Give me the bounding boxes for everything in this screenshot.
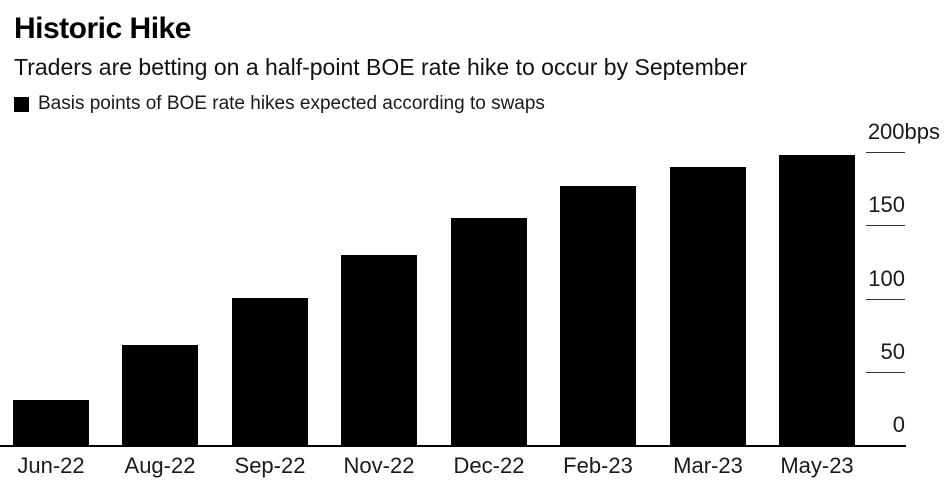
x-tick-label-mar-23: Mar-23	[673, 453, 743, 478]
x-tick-label-dec-22: Dec-22	[453, 453, 525, 478]
bar-jun-22	[13, 400, 89, 445]
y-tick-line-150	[866, 225, 905, 226]
legend-swatch-icon	[14, 96, 29, 112]
y-tick-label-0: 0	[892, 412, 905, 437]
x-axis-line	[0, 445, 906, 447]
x-tick-label-aug-22: Aug-22	[124, 453, 196, 478]
legend-label: Basis points of BOE rate hikes expected …	[38, 93, 545, 114]
y-tick-line-200	[866, 152, 905, 153]
bar-aug-22	[122, 345, 198, 445]
bar-dec-22	[451, 218, 527, 445]
x-tick-label-jun-22: Jun-22	[17, 453, 85, 478]
y-tick-label-150: 150	[868, 192, 905, 217]
bar-feb-23	[560, 186, 636, 445]
y-tick-line-50	[866, 372, 905, 373]
chart-subtitle: Traders are betting on a half-point BOE …	[14, 54, 747, 80]
x-tick-label-may-23: May-23	[780, 453, 854, 478]
bar-mar-23	[670, 167, 746, 445]
y-tick-label-200: 200bps	[867, 119, 940, 144]
legend: Basis points of BOE rate hikes expected …	[14, 93, 545, 115]
bar-may-23	[779, 155, 855, 445]
x-tick-label-sep-22: Sep-22	[234, 453, 306, 478]
chart-title: Historic Hike	[14, 12, 191, 45]
y-tick-label-100: 100	[868, 266, 905, 291]
x-tick-label-nov-22: Nov-22	[343, 453, 415, 478]
bar-nov-22	[341, 255, 417, 445]
x-tick-label-feb-23: Feb-23	[563, 453, 633, 478]
y-tick-label-50: 50	[880, 339, 905, 364]
bar-sep-22	[232, 298, 308, 445]
y-tick-line-100	[866, 299, 905, 300]
